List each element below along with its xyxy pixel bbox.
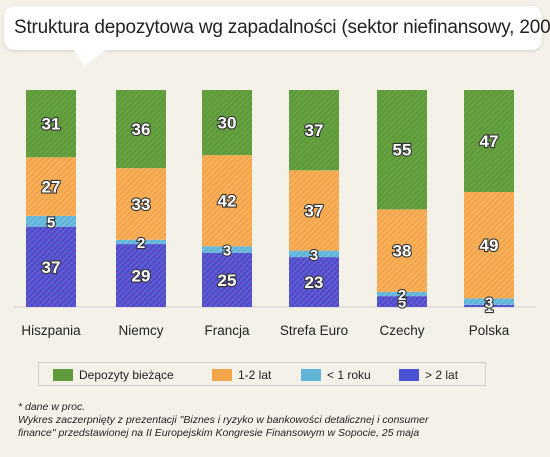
bar-segment-francja-gt-2-years	[202, 252, 252, 307]
bar-segment-niemcy-1-2-years	[116, 168, 166, 240]
legend-item-current: Depozyty bieżące	[53, 367, 174, 383]
value-label-hiszpania-lt-1-year: 5	[47, 214, 55, 231]
value-label-niemcy-gt-2-years: 29	[132, 267, 151, 286]
legend-item-1-2-years: 1-2 lat	[212, 367, 271, 383]
bar-segment-hiszpania-lt-1-year	[26, 215, 76, 227]
value-label-czechy-1-2-years: 38	[393, 242, 412, 261]
bar-segment-strefa-euro-current	[289, 90, 339, 171]
chart-title: Struktura depozytowa wg zapadalności (se…	[14, 17, 550, 38]
bar-segment-niemcy-gt-2-years	[116, 244, 166, 307]
value-label-francja-current: 30	[218, 114, 237, 133]
legend-item-lt-1-year: < 1 roku	[301, 367, 371, 383]
value-label-polska-gt-2-years: 1	[485, 299, 493, 316]
value-label-hiszpania-current: 31	[42, 115, 61, 134]
legend-swatch-lt-1-year	[301, 369, 321, 381]
value-label-strefa-euro-current: 37	[305, 121, 324, 140]
value-label-francja-gt-2-years: 25	[218, 271, 237, 290]
footnote-source-line1: Wykres zaczerpnięty z prezentacji "Bizne…	[18, 414, 429, 426]
category-label-hiszpania: Hiszpania	[21, 323, 81, 338]
stacked-bar-chart: 3752731292333625342302333737523855134947…	[13, 90, 536, 338]
bar-segment-hiszpania-1-2-years	[26, 157, 76, 216]
value-label-niemcy-1-2-years: 33	[132, 195, 151, 214]
legend-label-current: Depozyty bieżące	[79, 368, 174, 382]
value-label-hiszpania-gt-2-years: 37	[42, 258, 61, 277]
bar-segment-francja-current	[202, 90, 252, 156]
value-label-francja-lt-1-year: 3	[223, 242, 231, 259]
bar-segment-czechy-gt-2-years	[377, 296, 427, 307]
bar-segment-polska-lt-1-year	[464, 298, 514, 305]
category-label-francja: Francja	[204, 323, 250, 338]
bar-segment-czechy-lt-1-year	[377, 291, 427, 297]
bar-segment-francja-lt-1-year	[202, 246, 252, 253]
value-label-strefa-euro-gt-2-years: 23	[305, 273, 324, 292]
value-label-niemcy-lt-1-year: 2	[137, 235, 145, 252]
legend-item-gt-2-years: > 2 lat	[399, 367, 458, 383]
bar-segment-francja-1-2-years	[202, 155, 252, 247]
legend-swatch-current	[53, 369, 73, 381]
category-label-niemcy: Niemcy	[118, 323, 163, 338]
bar-segment-polska-1-2-years	[464, 191, 514, 299]
value-label-francja-1-2-years: 42	[218, 192, 237, 211]
value-label-polska-1-2-years: 49	[480, 236, 499, 255]
bar-segment-czechy-current	[377, 90, 427, 210]
bar-segment-hiszpania-gt-2-years	[26, 226, 76, 307]
value-label-niemcy-current: 36	[132, 120, 151, 139]
bar-segment-niemcy-current	[116, 90, 166, 169]
title-bubble-tail	[74, 50, 106, 66]
value-label-czechy-gt-2-years: 5	[398, 295, 406, 312]
value-label-hiszpania-1-2-years: 27	[42, 178, 61, 197]
value-label-czechy-current: 55	[393, 141, 412, 160]
value-label-polska-lt-1-year: 3	[485, 295, 493, 312]
bar-segment-strefa-euro-gt-2-years	[289, 257, 339, 307]
value-label-strefa-euro-lt-1-year: 3	[310, 247, 318, 264]
bar-segment-strefa-euro-lt-1-year	[289, 250, 339, 258]
legend-swatch-1-2-years	[212, 369, 232, 381]
legend-swatch-gt-2-years	[399, 369, 419, 381]
bar-segment-polska-gt-2-years	[464, 304, 514, 307]
bar-segment-niemcy-lt-1-year	[116, 239, 166, 245]
legend-label-lt-1-year: < 1 roku	[327, 368, 371, 382]
category-label-polska: Polska	[469, 323, 510, 338]
bar-segment-strefa-euro-1-2-years	[289, 170, 339, 251]
bar-segment-czechy-1-2-years	[377, 209, 427, 292]
footnote: * dane w proc. Wykres zaczerpnięty z pre…	[18, 401, 538, 440]
value-label-polska-current: 47	[480, 132, 499, 151]
bar-segment-hiszpania-current	[26, 90, 76, 158]
footnote-source-line2: finance" przedstawionej na II Europejski…	[18, 427, 420, 439]
legend-label-1-2-years: 1-2 lat	[238, 368, 272, 382]
legend: Depozyty bieżące 1-2 lat < 1 roku > 2 la…	[38, 362, 486, 386]
value-label-czechy-lt-1-year: 2	[398, 287, 406, 304]
bar-segment-polska-current	[464, 90, 514, 192]
footnote-note: * dane w proc.	[18, 401, 86, 413]
category-label-czechy: Czechy	[379, 323, 424, 338]
title-bubble: Struktura depozytowa wg zapadalności (se…	[4, 6, 550, 66]
legend-label-gt-2-years: > 2 lat	[425, 368, 459, 382]
category-label-strefa-euro: Strefa Euro	[280, 323, 348, 338]
value-label-strefa-euro-1-2-years: 37	[305, 201, 324, 220]
